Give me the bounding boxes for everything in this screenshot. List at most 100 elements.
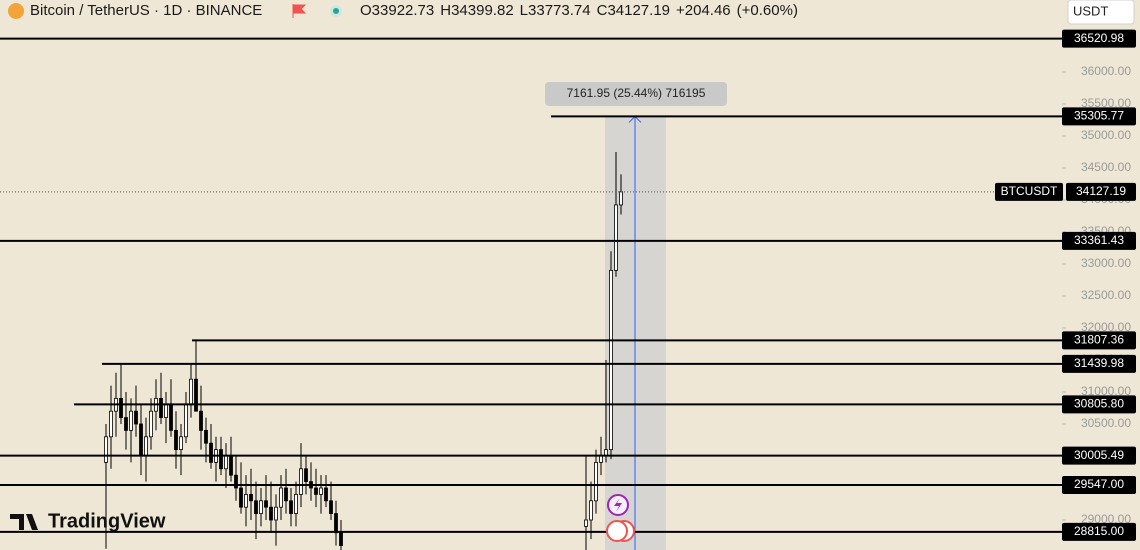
level-label-box (1062, 475, 1136, 494)
candle-body (279, 487, 283, 508)
candle-body (159, 397, 163, 418)
y-tick-label: 32500.00 (1081, 288, 1131, 302)
y-tick-label: 36000.00 (1081, 64, 1131, 78)
candle-body (614, 204, 618, 271)
y-tick-label: 33000.00 (1081, 256, 1131, 270)
candle-body (589, 500, 593, 521)
y-tick-label: 29000.00 (1081, 512, 1131, 526)
ohlc-key: C (597, 2, 608, 19)
candle-body (109, 410, 113, 438)
candle-body (234, 474, 238, 489)
level-label-box (1062, 107, 1136, 126)
candle-body (124, 417, 128, 431)
change: (+0.60%) (737, 2, 798, 19)
event-flag[interactable] (606, 520, 628, 542)
symbol-title: Bitcoin / TetherUS · 1D · BINANCE (30, 2, 262, 19)
candle-body (619, 191, 623, 206)
candle-body (339, 532, 343, 546)
candle-body (164, 404, 168, 418)
candle-body (174, 429, 178, 450)
plot: 29000.0029500.0030000.0030500.0031000.00… (0, 29, 1136, 550)
ohlc-key: O (360, 2, 372, 19)
candle-body (289, 500, 293, 514)
candle-body (324, 487, 328, 502)
candle-body (209, 442, 213, 463)
candle-body (334, 513, 338, 534)
candle-body (219, 449, 223, 470)
y-tick-label: 32000.00 (1081, 320, 1131, 334)
coin-icon (8, 3, 24, 19)
candle-body (269, 506, 273, 521)
ohlc-values: O33922.73 H34399.82 L33773.74 C34127.19 +204… (360, 2, 798, 19)
candle-body (594, 461, 598, 502)
level-label-box (1062, 522, 1136, 541)
candle-body (249, 493, 253, 502)
candle-body (264, 500, 268, 508)
ohlc-value: 34127.19 (607, 2, 670, 19)
header: Bitcoin / TetherUS · 1D · BINANCE O33922… (8, 0, 1135, 25)
candle-body (169, 404, 173, 431)
level-label-box (1062, 354, 1136, 373)
change: +204.46 (676, 2, 731, 19)
level-label: 36520.98 (1074, 31, 1124, 45)
candle-body (199, 410, 203, 431)
candle-body (284, 487, 288, 502)
candle-body (179, 436, 183, 450)
ohlc-key: H (440, 2, 451, 19)
ohlc: O33922.73 H34399.82 L33773.74 C34127.19 +204… (360, 2, 798, 19)
event-icons (606, 494, 635, 542)
candle-body (584, 519, 588, 527)
level-label: 30805.80 (1074, 397, 1124, 411)
candle-body (184, 404, 188, 438)
logo-icon (10, 514, 38, 530)
logo-text: TradingView (48, 510, 166, 532)
ohlc-value: 33922.73 (372, 2, 435, 19)
level-label-box (1062, 29, 1136, 48)
currency-select[interactable] (1067, 0, 1135, 25)
candle-body (244, 493, 248, 508)
candle-body (239, 487, 243, 508)
candle-body (294, 493, 298, 514)
candle-body (144, 436, 148, 457)
candle-body (319, 487, 323, 495)
symbol-label-box (995, 182, 1063, 201)
logo: ⁠ TradingView (10, 510, 166, 532)
y-tick-label: 35000.00 (1081, 128, 1131, 142)
level-label: 29547.00 (1074, 477, 1124, 491)
candle-body (134, 410, 138, 425)
candle-body (224, 455, 228, 470)
level-label: 31807.36 (1074, 332, 1124, 346)
flag-icon (292, 4, 307, 18)
level-label: 28815.00 (1074, 524, 1124, 538)
candle-body (254, 500, 258, 514)
level-label-box (1062, 231, 1136, 250)
candle-body (204, 429, 208, 444)
y-tick-label: 34500.00 (1081, 160, 1131, 174)
currency-label[interactable]: USDT (1073, 3, 1108, 18)
measure-label: 7161.95 (25.44%) 716195 (567, 86, 706, 100)
candle-body (304, 468, 308, 482)
candle-body (149, 410, 153, 438)
level-label-box (1062, 446, 1136, 465)
candle-body (314, 487, 318, 495)
ohlc-value: 33773.74 (528, 2, 591, 19)
level-label: 31439.98 (1074, 356, 1124, 370)
y-tick-label: 31000.00 (1081, 384, 1131, 398)
level-label-box (1062, 395, 1136, 414)
ohlc-key: L (520, 2, 528, 19)
measure-label-box (545, 82, 727, 106)
candle-body (274, 506, 278, 521)
y-tick-label: 30500.00 (1081, 416, 1131, 430)
candle-body (189, 378, 193, 406)
level-label: 30005.49 (1074, 448, 1124, 462)
last-price: 34127.19 (1076, 184, 1126, 198)
status-dot (333, 8, 339, 14)
candle-body (329, 500, 333, 514)
candle-body (139, 423, 143, 457)
candle-body (119, 397, 123, 418)
candle-body (609, 269, 613, 450)
candle-body (194, 378, 198, 412)
symbol-label: BTCUSDT (1001, 184, 1058, 198)
candle-body (599, 455, 603, 463)
